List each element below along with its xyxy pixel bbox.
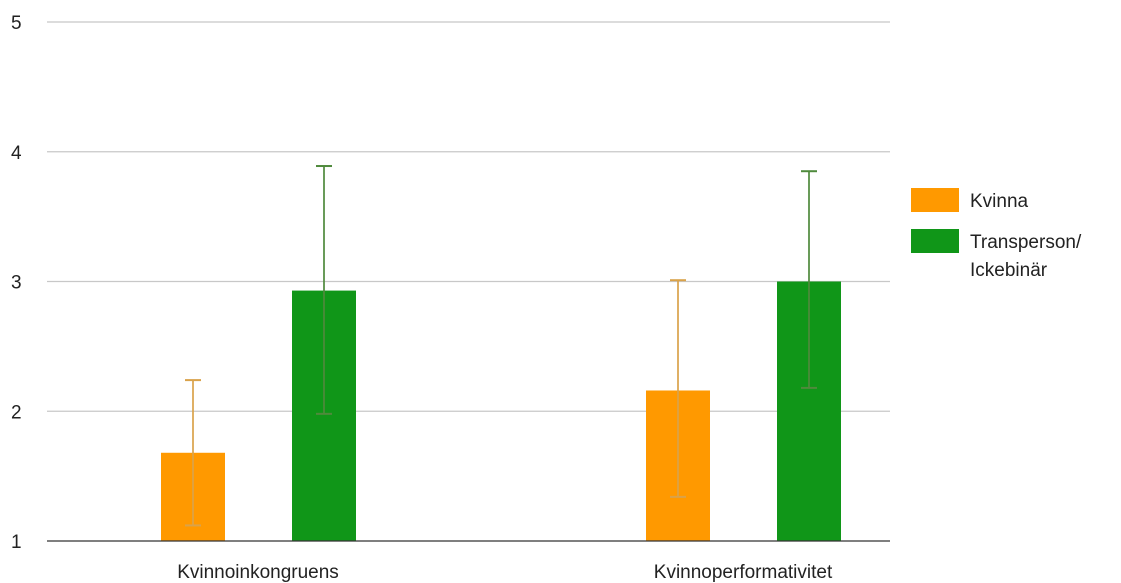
y-tick-label: 5 — [11, 13, 22, 34]
y-tick-label: 1 — [11, 532, 22, 553]
grid-layer — [47, 21, 890, 412]
error-bar-layer — [185, 165, 817, 527]
legend-label: Kvinna — [970, 191, 1029, 212]
legend-swatch — [911, 188, 959, 212]
legend: Kvinna Transperson/Ickebinär — [911, 188, 1082, 281]
legend-label: Transperson/ — [970, 232, 1082, 253]
y-tick-label: 4 — [11, 143, 22, 164]
legend-swatch — [911, 229, 959, 253]
label-layer: 1 2 3 4 5 Kvinnoinkongruens Kvinnoperformativi… — [11, 13, 833, 583]
legend-label: Ickebinär — [970, 260, 1048, 281]
y-tick-label: 2 — [11, 402, 22, 423]
x-tick-label: Kvinnoinkongruens — [177, 562, 339, 583]
x-tick-label: Kvinnoperformativitet — [654, 562, 833, 583]
y-tick-label: 3 — [11, 273, 22, 294]
